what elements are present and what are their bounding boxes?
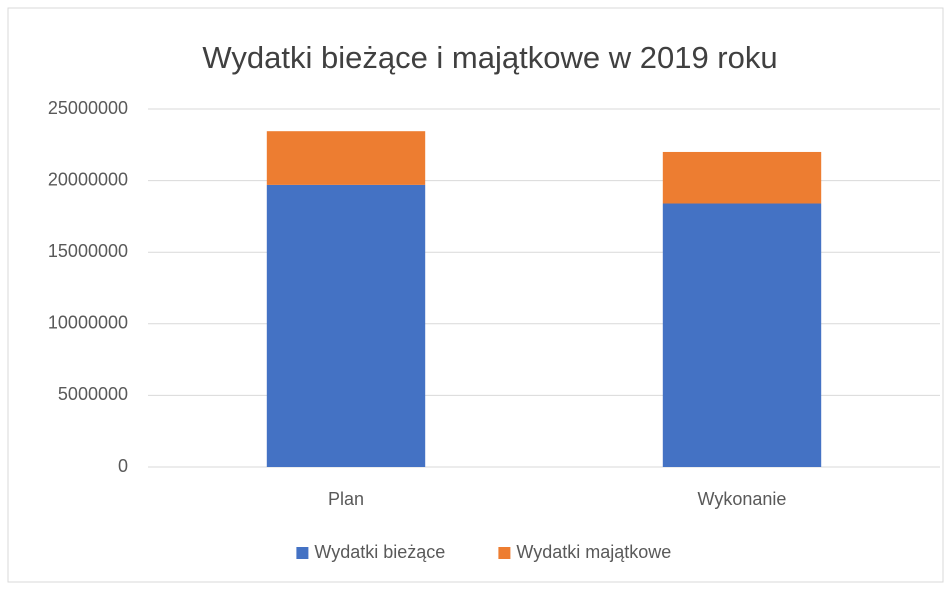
legend-label: Wydatki majątkowe bbox=[516, 542, 671, 562]
legend-swatch bbox=[498, 547, 511, 559]
y-tick-label: 25000000 bbox=[48, 98, 128, 118]
chart-title: Wydatki bieżące i majątkowe w 2019 roku bbox=[202, 40, 777, 75]
y-tick-label: 5000000 bbox=[58, 384, 128, 404]
y-tick-label: 10000000 bbox=[48, 313, 128, 333]
x-tick-label: Plan bbox=[328, 489, 364, 509]
y-tick-label: 20000000 bbox=[48, 169, 128, 189]
y-tick-label: 15000000 bbox=[48, 241, 128, 261]
y-tick-label: 0 bbox=[118, 456, 128, 476]
bar-segment bbox=[266, 131, 426, 185]
legend-swatch bbox=[296, 547, 309, 559]
bar-segment bbox=[266, 184, 426, 467]
x-tick-label: Wykonanie bbox=[698, 489, 787, 509]
legend-label: Wydatki bieżące bbox=[314, 542, 445, 562]
bar-segment bbox=[662, 203, 822, 467]
bar-segment bbox=[662, 151, 822, 204]
